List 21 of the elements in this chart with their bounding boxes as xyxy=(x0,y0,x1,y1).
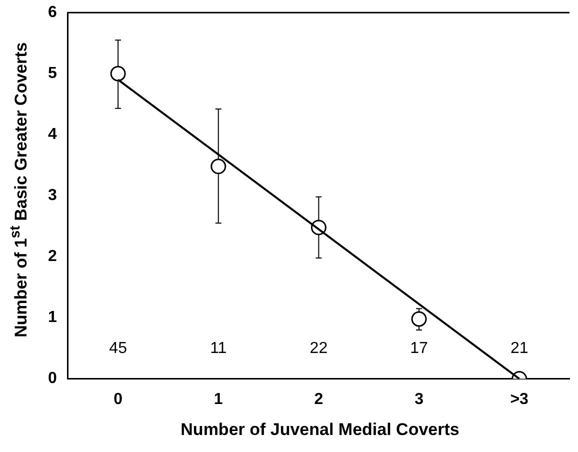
y-tick-label: 2 xyxy=(48,248,57,266)
y-tick-label: 1 xyxy=(48,309,57,326)
y-tick-label: 4 xyxy=(48,126,57,144)
point xyxy=(110,66,126,82)
x-tick-label: 3 xyxy=(414,390,424,408)
x-tick-label: 1 xyxy=(214,390,223,408)
annotation: 45 xyxy=(109,340,128,358)
annotation: 22 xyxy=(310,340,328,358)
annotation: 11 xyxy=(210,340,227,358)
x-tick-label: 0 xyxy=(114,390,123,408)
y-tick-label: 6 xyxy=(48,4,57,22)
point xyxy=(210,158,226,174)
y-tick-label: 5 xyxy=(48,65,57,82)
x-tick-label: 2 xyxy=(314,390,324,408)
y-tick-label: 3 xyxy=(48,187,57,204)
annotation: 17 xyxy=(410,340,428,358)
point xyxy=(411,311,427,327)
x-tick-label: >3 xyxy=(510,390,529,408)
annotation: 21 xyxy=(510,340,528,358)
y-tick-label: 0 xyxy=(48,370,57,388)
x-axis-title: Number of Juvenal Medial Coverts xyxy=(180,420,460,440)
